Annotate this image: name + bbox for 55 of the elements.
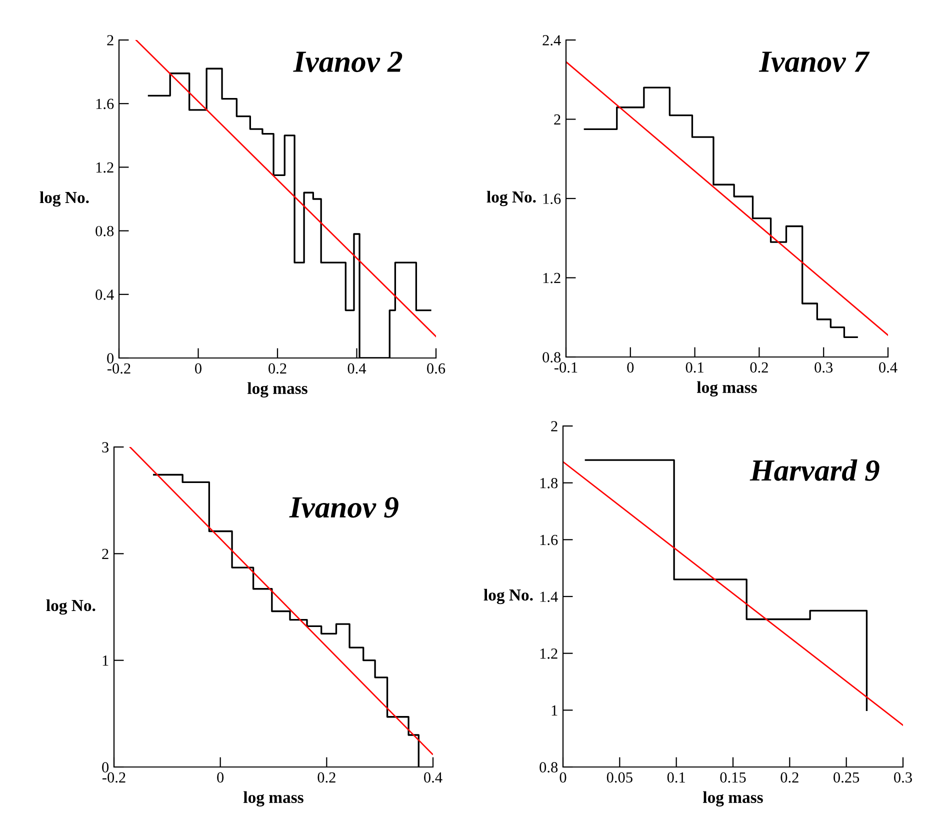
x-tick-label: 0.3 — [814, 362, 833, 373]
x-tick-label: 0.25 — [834, 772, 860, 783]
chart-title: Ivanov 7 — [758, 52, 870, 72]
chart-title: Ivanov 2 — [293, 52, 402, 72]
x-tick-label: 0.3 — [894, 772, 912, 783]
x-axis-title: log mass — [244, 791, 304, 807]
x-axis-title: log mass — [697, 381, 757, 397]
x-tick-label: 0.05 — [606, 772, 632, 783]
x-axis-title: log mass — [248, 382, 308, 398]
x-tick-label: 0 — [627, 362, 634, 373]
x-tick-label: 0.1 — [686, 362, 704, 373]
x-tick-label: 0.2 — [780, 772, 798, 783]
x-tick-label: -0.2 — [107, 363, 130, 374]
y-tick-label: 1 — [552, 705, 558, 716]
x-tick-label: 0.4 — [348, 363, 366, 374]
y-tick-label: 2 — [107, 35, 114, 46]
x-tick-label: 0.2 — [318, 772, 336, 783]
y-tick-label: 3 — [102, 442, 109, 452]
x-tick-label: 0.6 — [427, 363, 446, 374]
y-axis-title: log No. — [484, 588, 533, 604]
y-tick-label: 1.6 — [543, 194, 561, 204]
x-tick-label: -0.2 — [102, 772, 126, 783]
x-tick-label: 0.4 — [424, 772, 442, 783]
y-tick-label: 1.2 — [543, 272, 560, 284]
x-tick-label: 0 — [217, 772, 224, 783]
y-tick-label: 1.2 — [540, 648, 558, 659]
y-tick-label: 0.4 — [96, 290, 114, 300]
text: Ivanov 9 — [289, 497, 398, 518]
y-tick-label: 1.2 — [96, 162, 114, 173]
x-tick-label: 0 — [195, 363, 202, 374]
text: Harvard 9 — [750, 459, 880, 481]
y-tick-label: 2 — [102, 548, 108, 559]
y-tick-label: 0.8 — [96, 226, 114, 236]
x-tick-label: 0.4 — [879, 362, 898, 373]
y-axis-title: log No. — [40, 191, 89, 207]
y-tick-label: 1.6 — [96, 98, 114, 110]
y-axis-title: log No. — [46, 599, 96, 615]
y-tick-label: 1.8 — [540, 478, 558, 488]
x-tick-label: -0.1 — [554, 362, 578, 373]
y-tick-label: 1.6 — [540, 534, 558, 546]
y-tick-label: 1 — [102, 656, 108, 666]
x-tick-label: 0.2 — [750, 362, 768, 373]
x-tick-label: 0.1 — [667, 772, 685, 783]
y-tick-label: 2 — [554, 114, 560, 125]
y-tick-label: 2 — [551, 421, 558, 432]
y-tick-label: 0 — [107, 353, 114, 364]
y-tick-label: 1.4 — [540, 592, 558, 602]
y-tick-label: 0.8 — [542, 352, 561, 363]
y-axis-title: log No. — [486, 190, 536, 206]
y-tick-label: 0 — [102, 762, 109, 772]
x-tick-label: 0.2 — [268, 363, 286, 374]
x-axis-title: log mass — [703, 791, 763, 807]
x-tick-label: 0.15 — [720, 772, 746, 783]
y-tick-label: 0.8 — [540, 762, 558, 773]
y-tick-label: 2.4 — [542, 35, 561, 46]
